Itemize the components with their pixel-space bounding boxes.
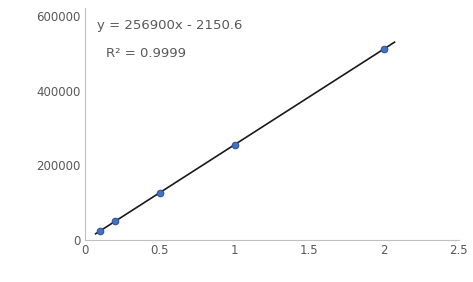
Point <box>231 142 238 147</box>
Point <box>111 219 119 224</box>
Point <box>156 190 164 195</box>
Point <box>380 47 388 51</box>
Point <box>96 229 104 233</box>
Text: R² = 0.9999: R² = 0.9999 <box>106 47 186 60</box>
Text: y = 256900x - 2150.6: y = 256900x - 2150.6 <box>97 19 243 32</box>
